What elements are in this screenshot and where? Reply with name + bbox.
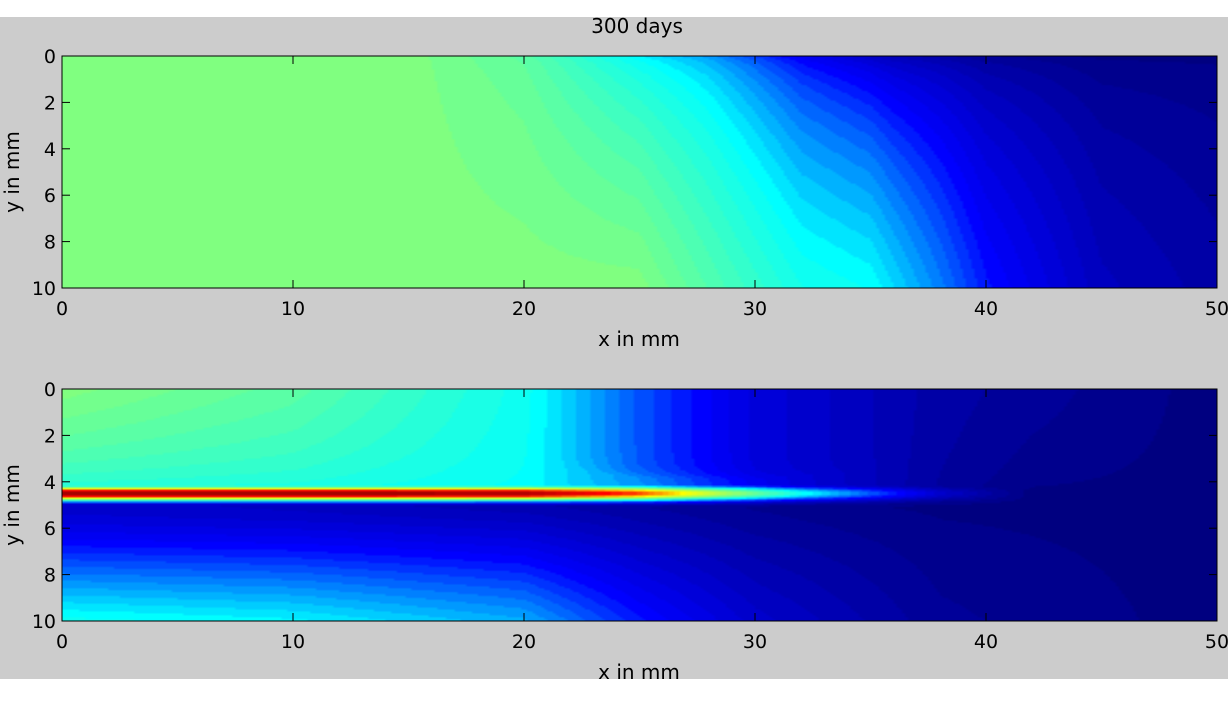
y-tick-label: 6 <box>44 185 56 207</box>
x-tick-label: 20 <box>512 298 536 320</box>
x-tick-label: 0 <box>56 631 68 653</box>
y-tick-label: 10 <box>32 278 56 300</box>
heatmap-image-top <box>62 56 1217 288</box>
heatmap-image-bottom <box>62 389 1217 621</box>
y-axis-ticks-top: 0 2 4 6 8 10 <box>32 46 1217 300</box>
y-tick-label: 2 <box>44 92 56 114</box>
y-tick-label: 10 <box>32 611 56 633</box>
plot-frame-bottom <box>61 388 1218 622</box>
x-tick-label: 20 <box>512 631 536 653</box>
y-axis-label-bottom: y in mm <box>0 464 24 546</box>
x-tick-label: 10 <box>281 298 305 320</box>
y-axis-ticks-bottom: 0 2 4 6 8 10 <box>32 379 1217 633</box>
y-tick-label: 2 <box>44 425 56 447</box>
y-tick-label: 0 <box>44 379 56 401</box>
y-tick-label: 8 <box>44 232 56 254</box>
x-tick-label: 50 <box>1205 298 1228 320</box>
y-axis-label-top: y in mm <box>0 131 24 213</box>
x-tick-label: 30 <box>743 298 767 320</box>
x-tick-label: 50 <box>1205 631 1228 653</box>
y-tick-label: 4 <box>44 472 56 494</box>
x-axis-ticks-top: 0 10 20 30 40 50 <box>56 56 1228 320</box>
y-tick-label: 6 <box>44 518 56 540</box>
x-axis-ticks-bottom: 0 10 20 30 40 50 <box>56 389 1228 653</box>
plot-frame-top <box>61 55 1218 289</box>
x-tick-label: 30 <box>743 631 767 653</box>
chart-title: 300 days <box>591 14 683 38</box>
x-axis-label-top: x in mm <box>598 327 680 351</box>
y-tick-label: 8 <box>44 565 56 587</box>
x-tick-label: 0 <box>56 298 68 320</box>
x-tick-label: 40 <box>974 631 998 653</box>
x-tick-label: 10 <box>281 631 305 653</box>
x-axis-label-bottom: x in mm <box>598 660 680 684</box>
x-tick-label: 40 <box>974 298 998 320</box>
y-tick-label: 4 <box>44 139 56 161</box>
y-tick-label: 0 <box>44 46 56 68</box>
